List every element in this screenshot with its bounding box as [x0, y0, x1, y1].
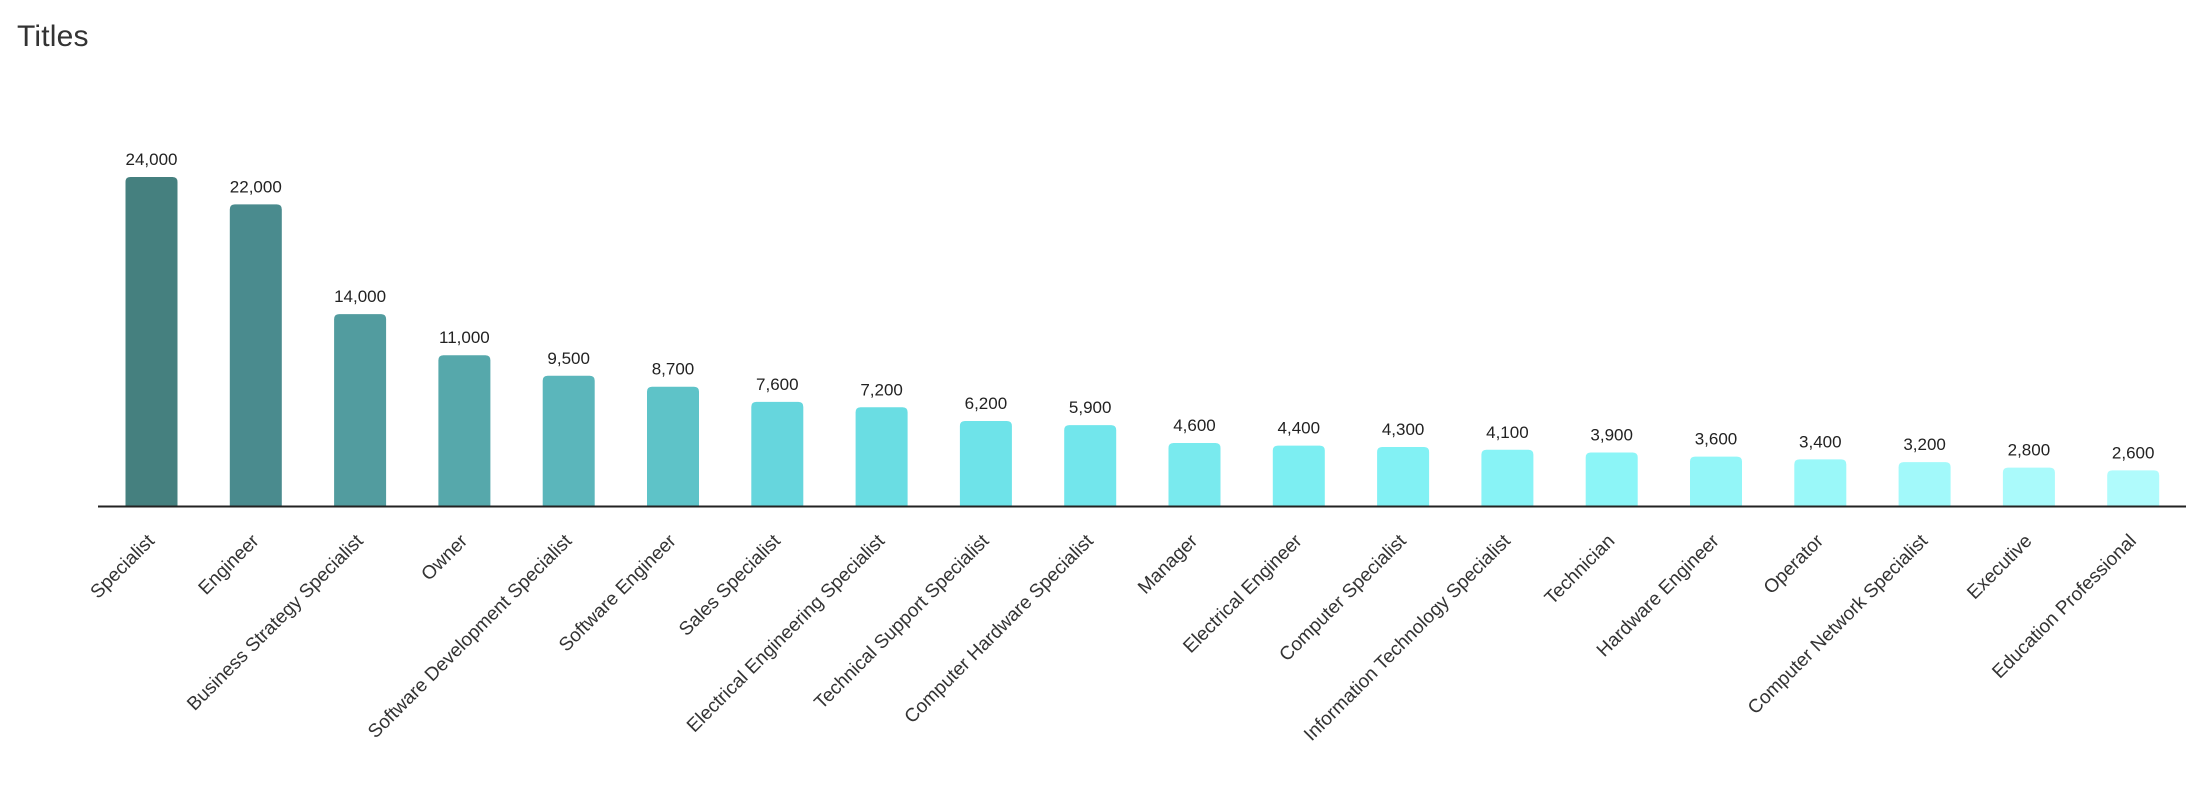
bar-electrical-engineer — [1272, 445, 1325, 506]
value-label-specialist: 24,000 — [126, 150, 178, 169]
value-label-technician: 3,900 — [1590, 426, 1633, 445]
value-label-business-strategy-specialist: 14,000 — [334, 287, 386, 306]
tick-label-computer-network-specialist: Computer Network Specialist — [1744, 530, 1933, 719]
value-label-technical-support-specialist: 6,200 — [965, 394, 1008, 413]
value-label-information-technology-specialist: 4,100 — [1486, 423, 1529, 442]
bars-group — [125, 177, 2160, 506]
tick-label-manager: Manager — [1134, 530, 1202, 598]
bar-computer-specialist — [1377, 447, 1430, 506]
tick-label-computer-hardware-specialist: Computer Hardware Specialist — [901, 530, 1099, 728]
value-label-electrical-engineering-specialist: 7,200 — [860, 380, 903, 399]
value-labels-group: 24,000 22,000 14,000 11,000 9,500 8,700 7,600 7… — [126, 150, 2155, 462]
tick-label-technician: Technician — [1541, 531, 1619, 609]
value-label-electrical-engineer: 4,400 — [1278, 419, 1321, 438]
chart-title: Titles — [17, 20, 89, 53]
tick-label-information-technology-specialist: Information Technology Specialist — [1300, 530, 1515, 745]
value-label-executive: 2,800 — [2008, 441, 2051, 460]
bar-technical-support-specialist — [959, 421, 1012, 506]
tick-label-software-development-specialist: Software Development Specialist — [364, 530, 577, 743]
value-label-operator: 3,400 — [1799, 432, 1842, 451]
tick-label-sales-specialist: Sales Specialist — [675, 530, 785, 640]
tick-label-electrical-engineering-specialist: Electrical Engineering Specialist — [683, 530, 890, 737]
bar-software-engineer — [647, 386, 699, 506]
value-label-software-development-specialist: 9,500 — [547, 349, 590, 368]
tick-label-technical-support-specialist: Technical Support Specialist — [811, 530, 994, 713]
bar-manager — [1168, 442, 1221, 506]
value-label-owner: 11,000 — [439, 328, 490, 347]
bar-operator — [1794, 459, 1847, 506]
bar-business-strategy-specialist — [334, 314, 387, 506]
tick-label-operator: Operator — [1760, 530, 1828, 598]
value-label-engineer: 22,000 — [230, 177, 282, 196]
bar-specialist — [125, 177, 178, 506]
tick-label-executive: Executive — [1963, 531, 2036, 604]
value-label-computer-hardware-specialist: 5,900 — [1069, 398, 1112, 417]
tick-label-owner: Owner — [418, 530, 473, 585]
value-label-manager: 4,600 — [1173, 416, 1216, 435]
bar-computer-network-specialist — [1898, 462, 1951, 506]
tick-label-software-engineer: Software Engineer — [555, 530, 681, 656]
value-label-software-engineer: 8,700 — [652, 360, 695, 379]
bar-sales-specialist — [751, 401, 804, 506]
bar-engineer — [229, 204, 282, 506]
value-label-sales-specialist: 7,600 — [756, 375, 799, 394]
bar-executive — [2002, 467, 2055, 506]
bar-information-technology-specialist — [1481, 449, 1534, 506]
tick-label-specialist: Specialist — [87, 530, 160, 603]
bar-hardware-engineer — [1690, 456, 1742, 506]
tick-label-engineer: Engineer — [195, 530, 264, 599]
bar-owner — [438, 355, 491, 506]
value-label-computer-network-specialist: 3,200 — [1903, 435, 1946, 454]
bar-electrical-engineering-specialist — [855, 407, 908, 506]
bar-education-professional — [2107, 470, 2160, 506]
value-label-computer-specialist: 4,300 — [1382, 420, 1425, 439]
bar-software-development-specialist — [542, 375, 595, 506]
tick-label-business-strategy-specialist: Business Strategy Specialist — [183, 530, 368, 715]
bar-computer-hardware-specialist — [1064, 425, 1117, 506]
value-label-hardware-engineer: 3,600 — [1695, 430, 1738, 449]
value-label-education-professional: 2,600 — [2112, 443, 2155, 462]
bar-technician — [1585, 452, 1638, 506]
